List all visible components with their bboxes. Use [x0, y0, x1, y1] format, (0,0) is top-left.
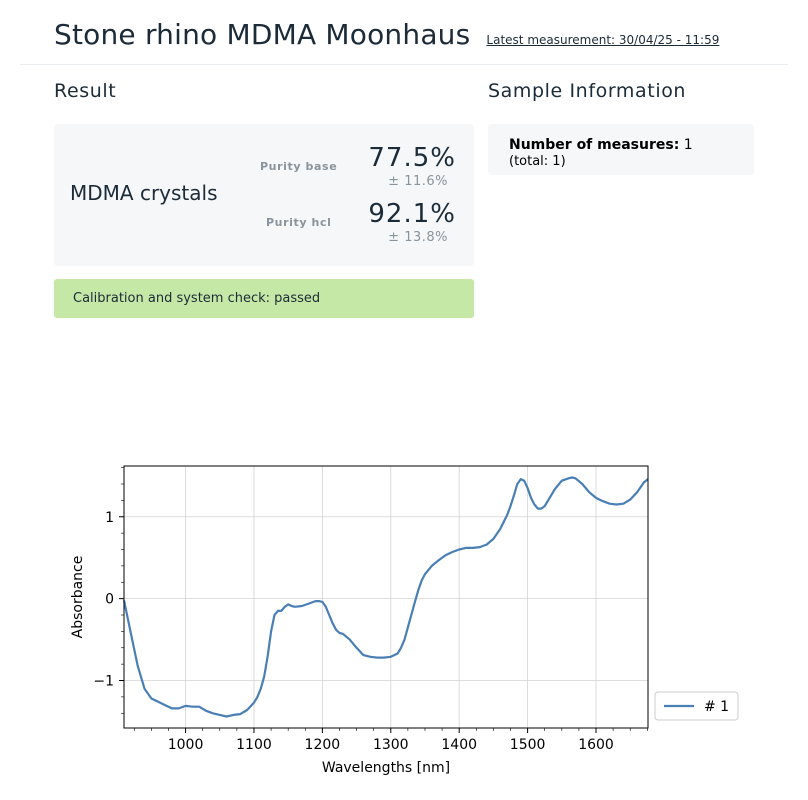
absorbance-spectrum-chart: 1000 1100 1200 1300 1400 1500 1600 −1 0 1 Waveleng… — [70, 465, 739, 776]
x-tick-label: 1100 — [236, 737, 272, 753]
purity-hcl-value: 92.1% — [368, 199, 456, 229]
latest-measurement-link[interactable]: Latest measurement: 30/04/25 - 11:59 — [486, 33, 720, 47]
legend-box — [654, 691, 739, 721]
series-line-1 — [122, 476, 649, 718]
page-header: Stone rhino MDMA Moonhaus Latest measure… — [54, 18, 719, 51]
x-tick-label: 1000 — [168, 737, 204, 753]
calibration-status-text: Calibration and system check: passed — [73, 291, 321, 306]
number-of-measures-value: 1 — [683, 137, 693, 153]
purity-base-value: 77.5% — [368, 143, 456, 173]
result-card: MDMA crystals Purity base 77.5% ± 11.6% … — [54, 124, 474, 266]
total-measures: (total: 1) — [509, 154, 566, 169]
y-axis-label: Absorbance — [70, 556, 86, 639]
number-of-measures: Number of measures: 1 — [509, 137, 693, 153]
x-tick-label: 1300 — [373, 737, 409, 753]
sample-information-heading: Sample Information — [488, 80, 687, 102]
calibration-status-banner: Calibration and system check: passed — [54, 279, 474, 318]
sample-information-card: Number of measures: 1 (total: 1) — [488, 124, 754, 175]
purity-base-error: ± 11.6% — [388, 174, 448, 189]
x-tick-label: 1600 — [578, 737, 614, 753]
y-tick-label: 1 — [105, 510, 114, 526]
plot-frame — [123, 465, 649, 729]
purity-hcl-error: ± 13.8% — [388, 230, 448, 245]
y-tick-label: −1 — [93, 674, 114, 690]
legend-label: # 1 — [704, 699, 729, 715]
page-title: Stone rhino MDMA Moonhaus — [54, 18, 471, 51]
number-of-measures-label: Number of measures: — [509, 137, 680, 153]
header-divider — [20, 64, 788, 65]
x-tick-label: 1200 — [305, 737, 341, 753]
purity-hcl-label: Purity hcl — [266, 216, 332, 229]
x-axis-label: Wavelengths [nm] — [322, 760, 450, 776]
purity-base-label: Purity base — [260, 160, 338, 173]
substance-name: MDMA crystals — [70, 181, 218, 205]
x-tick-label: 1500 — [510, 737, 546, 753]
x-tick-label: 1400 — [441, 737, 477, 753]
result-heading: Result — [54, 80, 117, 102]
y-tick-label: 0 — [105, 592, 114, 608]
